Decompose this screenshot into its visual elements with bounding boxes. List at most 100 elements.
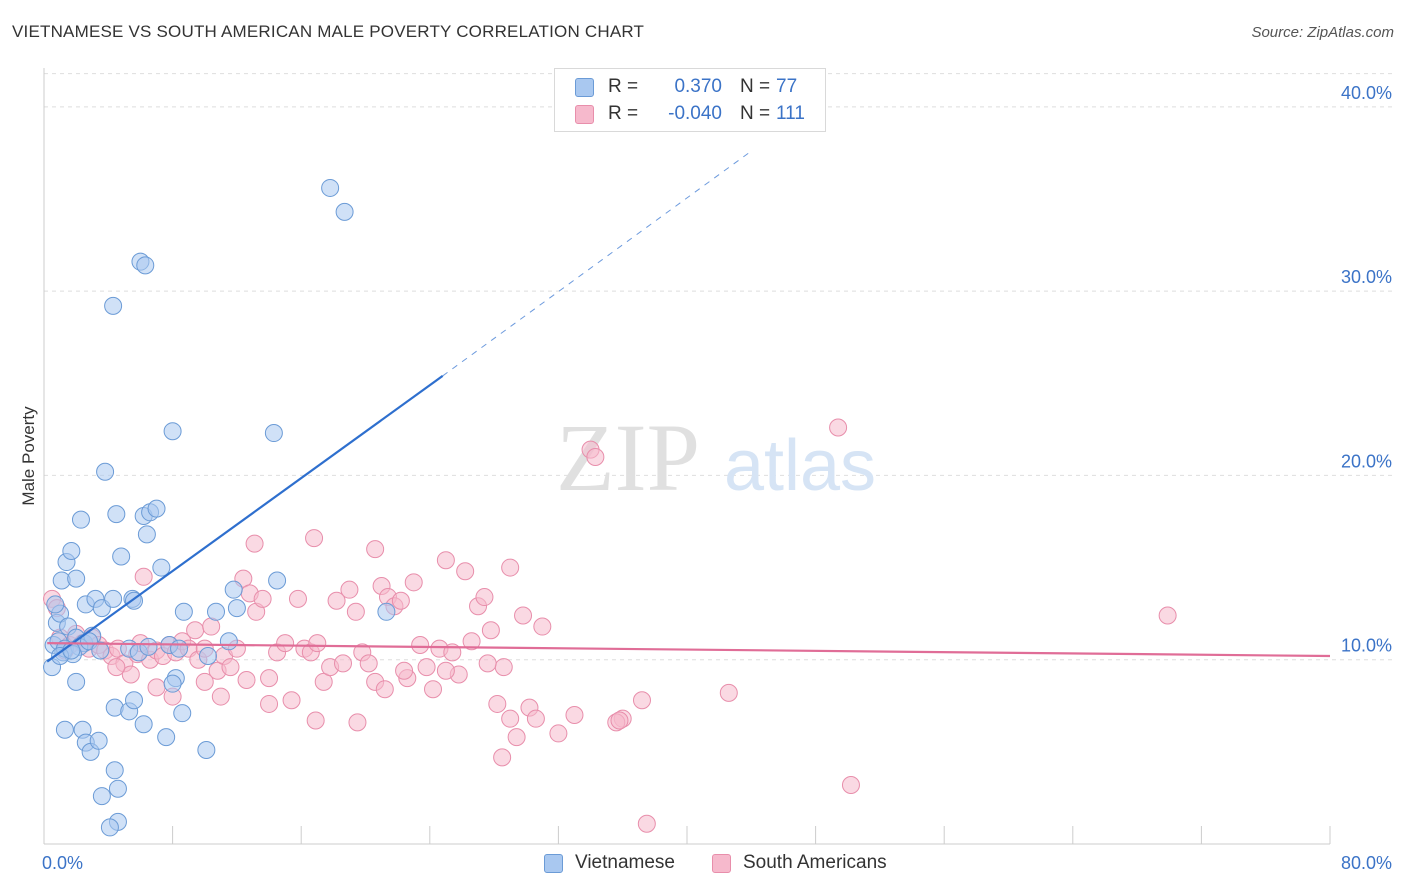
vietnamese-point [163,674,182,693]
south-american-point [375,680,394,699]
vietnamese-point [136,256,155,275]
vietnamese-point [174,602,193,621]
south-american-point [245,534,264,553]
chart-title: VIETNAMESE VS SOUTH AMERICAN MALE POVERT… [12,22,645,41]
south-american-point [366,540,385,559]
vietnamese-point [219,632,238,651]
legend-r-label: R = [608,103,639,124]
legend-label-vietnamese: Vietnamese [575,852,675,873]
y-tick-label: 20.0% [1341,451,1392,471]
vietnamese-point [67,672,86,691]
watermark-zip: ZIP [556,404,700,511]
south-american-point [411,635,430,654]
vietnamese-point [163,422,182,441]
vietnamese-point [46,595,65,614]
south-american-point [348,713,367,732]
vietnamese-point [134,715,153,734]
south-american-point [260,694,279,713]
vietnamese-point [224,580,243,599]
south-americans-swatch [712,853,731,873]
south-american-point [494,658,513,677]
x-tick-label: 80.0% [1341,853,1392,873]
legend-item-south-americans[interactable]: South Americans [712,852,887,874]
south-american-point [493,748,512,767]
south-american-point [436,551,455,570]
south-american-point [327,591,346,610]
legend-item-vietnamese[interactable]: Vietnamese [544,852,675,874]
south-american-point [359,654,378,673]
south-american-point [282,691,301,710]
vietnamese-point [71,510,90,529]
south-american-point [107,658,126,677]
vietnamese-point [227,599,246,618]
vietnamese-swatch [544,853,563,873]
south-american-point [719,683,738,702]
south-american-trend-line [47,642,1331,658]
south-american-point [456,562,475,581]
south-american-point [632,691,651,710]
legend-r-value: 0.370 [674,76,722,97]
south-american-point [586,448,605,466]
south-american-point [1158,606,1177,625]
vietnamese-point [170,639,189,658]
vietnamese-point [104,589,123,608]
south-american-point [475,588,494,607]
legend-row-vietnamese: R = 0.370 N = 77 [575,75,797,99]
vietnamese-point [152,558,171,577]
south-american-point [549,724,568,743]
south-american-point [565,706,584,724]
legend-n-label: N = [740,103,771,124]
vietnamese-point [207,602,226,621]
south-american-point [424,680,443,699]
legend-row-south-americans: R = -0.040 N = 111 [575,102,805,126]
vietnamese-point [268,571,287,590]
chart-source: Source: ZipAtlas.com [1251,24,1394,41]
vietnamese-point [197,741,216,760]
series-south-americans [43,418,1177,833]
vietnamese-point [139,637,158,656]
south-american-point [395,661,414,680]
axes [43,68,1331,845]
vietnamese-point [377,602,396,621]
legend-r-label: R = [608,76,639,97]
south-american-point [346,602,365,621]
south-american-point [417,658,436,677]
legend-r-value: -0.040 [668,103,722,124]
south-american-point [488,694,507,713]
south-american-point [211,687,230,706]
y-axis-label: Male Poverty [19,406,38,506]
vietnamese-point [107,505,126,524]
south-american-point [501,709,520,728]
vietnamese-swatch [575,77,594,97]
y-tick-label: 40.0% [1341,83,1392,103]
x-tick-label: 0.0% [42,853,83,873]
tick-labels: 10.0% 20.0% 30.0% 40.0% 0.0% 80.0% [42,83,1392,873]
vietnamese-trend-extension [442,150,752,377]
south-american-point [533,617,552,636]
vietnamese-point [198,647,217,666]
vietnamese-point [91,641,110,660]
south-american-point [134,567,153,586]
south-americans-swatch [575,104,594,124]
south-american-point [237,670,256,689]
south-american-point [436,661,455,680]
south-american-point [462,632,481,651]
vietnamese-point [92,787,111,806]
south-american-point [288,589,307,608]
south-american-point [501,558,520,577]
south-american-point [260,669,279,688]
south-american-point [305,529,324,548]
south-american-point [186,621,205,640]
vietnamese-point [96,462,115,481]
correlation-legend: R = 0.370 N = 77 R = -0.040 N = 111 [554,68,826,132]
vietnamese-point [62,541,81,560]
vietnamese-point [67,569,86,588]
vietnamese-point [55,720,74,739]
south-american-point [276,634,295,653]
vietnamese-point [105,761,124,780]
series-legend: Vietnamese South Americans [0,852,1406,876]
south-american-point [121,665,140,684]
south-american-point [340,580,359,599]
vietnamese-point [89,731,108,750]
vietnamese-point [173,704,192,723]
